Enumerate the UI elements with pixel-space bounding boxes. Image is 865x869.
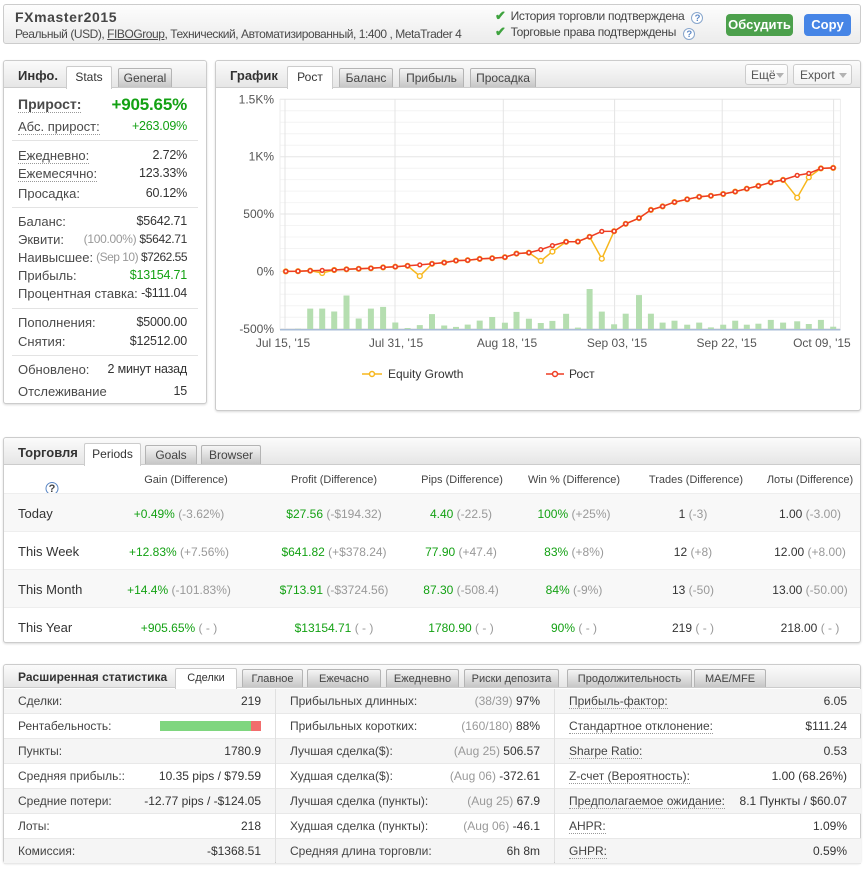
svg-text:Oct 09, '15: Oct 09, '15 (793, 336, 851, 350)
svg-text:1K%: 1K% (249, 150, 275, 164)
svg-text:-500%: -500% (239, 322, 274, 336)
svg-text:Equity Growth: Equity Growth (388, 367, 463, 381)
svg-text:500%: 500% (243, 207, 274, 221)
svg-text:1.5K%: 1.5K% (239, 92, 275, 106)
svg-text:Jul 31, '15: Jul 31, '15 (369, 336, 424, 350)
svg-text:Рост: Рост (569, 367, 595, 381)
svg-text:Sep 03, '15: Sep 03, '15 (587, 336, 648, 350)
svg-text:Jul 15, '15: Jul 15, '15 (256, 336, 311, 350)
svg-text:Aug 18, '15: Aug 18, '15 (477, 336, 538, 350)
svg-text:Sep 22, '15: Sep 22, '15 (697, 336, 758, 350)
svg-text:0%: 0% (257, 264, 275, 278)
